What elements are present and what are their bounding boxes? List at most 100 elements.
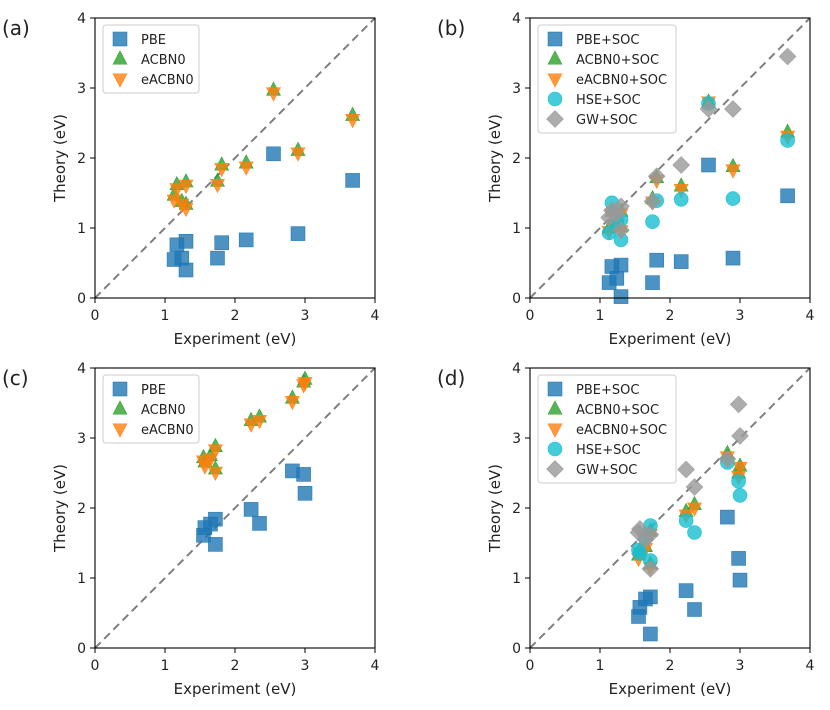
data-point bbox=[208, 511, 223, 527]
legend-box bbox=[537, 374, 677, 484]
legend-label: eACBN0 bbox=[141, 73, 194, 88]
y-tick-label: 4 bbox=[512, 361, 521, 377]
legend-marker bbox=[546, 110, 564, 128]
legend-item: GW+SOC bbox=[546, 460, 637, 478]
data-point bbox=[647, 167, 666, 186]
data-point bbox=[345, 173, 360, 188]
panel-label: (a) bbox=[2, 16, 30, 40]
data-point bbox=[731, 427, 749, 445]
data-point bbox=[612, 221, 630, 239]
legend-marker bbox=[112, 73, 128, 88]
legend-box bbox=[537, 24, 677, 134]
legend-label: PBE+SOC bbox=[576, 383, 639, 398]
legend-item: ACBN0+SOC bbox=[547, 50, 659, 68]
data-point bbox=[718, 450, 737, 468]
legend-label: ACBN0 bbox=[141, 403, 186, 418]
data-point bbox=[178, 234, 194, 249]
legend-marker bbox=[547, 441, 563, 457]
legend-label: ACBN0+SOC bbox=[576, 403, 659, 418]
data-point bbox=[687, 525, 702, 540]
x-tick-label: 3 bbox=[301, 308, 310, 324]
data-point bbox=[731, 551, 746, 566]
x-tick-label: 3 bbox=[301, 658, 310, 674]
legend-marker bbox=[112, 381, 128, 397]
legend-marker bbox=[112, 400, 128, 415]
y-tick-label: 0 bbox=[512, 291, 521, 307]
y-tick-label: 2 bbox=[77, 501, 86, 517]
data-point bbox=[778, 47, 797, 66]
data-point bbox=[613, 289, 629, 304]
legend-marker bbox=[112, 423, 128, 438]
y-tick-label: 3 bbox=[77, 431, 86, 447]
legend: PBE+SOC ACBN0+SOC eACBN0+SOC HSE+SOC GW+SOC bbox=[537, 24, 677, 134]
data-point bbox=[725, 250, 741, 266]
x-tick-label: 1 bbox=[161, 658, 170, 674]
y-tick-label: 0 bbox=[77, 291, 86, 307]
x-tick-label: 2 bbox=[231, 308, 240, 324]
panel-b: 0 1 2 3 4 0 1 2 3 4 Experiment (eV) Theory (eV) (b) P… bbox=[437, 11, 815, 348]
data-point bbox=[178, 202, 194, 218]
y-tick-label: 2 bbox=[77, 151, 86, 167]
data-point bbox=[701, 157, 716, 173]
legend-label: PBE bbox=[141, 383, 166, 398]
data-point bbox=[731, 474, 746, 489]
data-point bbox=[214, 235, 229, 250]
legend-label: HSE+SOC bbox=[576, 443, 641, 458]
data-point bbox=[207, 466, 223, 481]
y-tick-label: 2 bbox=[512, 501, 521, 517]
legend-label: PBE bbox=[141, 33, 166, 48]
y-axis-label: Theory (eV) bbox=[51, 464, 69, 553]
data-point bbox=[297, 485, 313, 501]
y-axis-label: Theory (eV) bbox=[486, 114, 504, 203]
legend: PBE ACBN0 eACBN0 bbox=[102, 374, 200, 444]
data-point bbox=[613, 257, 629, 273]
legend-marker bbox=[547, 31, 563, 47]
x-tick-label: 3 bbox=[736, 658, 745, 674]
data-point bbox=[208, 537, 223, 552]
series-eacbn0 bbox=[166, 87, 361, 218]
panel-label: (b) bbox=[437, 16, 465, 40]
series-gw-soc bbox=[629, 395, 749, 578]
legend-label: eACBN0+SOC bbox=[576, 73, 667, 88]
legend-label: ACBN0 bbox=[141, 53, 186, 68]
data-point bbox=[677, 460, 695, 479]
data-point bbox=[266, 87, 281, 102]
legend-label: HSE+SOC bbox=[576, 93, 641, 108]
legend-marker bbox=[112, 50, 128, 65]
panel-label: (d) bbox=[437, 366, 465, 390]
series-pbe bbox=[166, 146, 360, 278]
data-point bbox=[178, 179, 194, 194]
data-point bbox=[673, 192, 689, 207]
legend-item: eACBN0+SOC bbox=[547, 423, 667, 438]
y-tick-label: 3 bbox=[512, 81, 521, 97]
legend-item: eACBN0+SOC bbox=[547, 73, 667, 88]
data-point bbox=[284, 396, 300, 411]
x-tick-label: 2 bbox=[666, 658, 675, 674]
x-tick-label: 3 bbox=[736, 308, 745, 324]
data-point bbox=[609, 271, 625, 286]
x-tick-label: 0 bbox=[91, 658, 100, 674]
x-tick-label: 1 bbox=[596, 308, 605, 324]
y-tick-label: 4 bbox=[512, 11, 521, 27]
x-tick-label: 4 bbox=[371, 308, 380, 324]
legend-marker bbox=[112, 31, 128, 47]
y-axis-label: Theory (eV) bbox=[51, 114, 69, 203]
legend-label: ACBN0+SOC bbox=[576, 53, 659, 68]
data-point bbox=[780, 133, 795, 148]
x-tick-label: 1 bbox=[596, 658, 605, 674]
x-tick-label: 4 bbox=[371, 658, 380, 674]
data-point bbox=[214, 162, 230, 178]
legend-item: PBE bbox=[112, 381, 166, 398]
data-point bbox=[725, 164, 741, 179]
series-eacbn0 bbox=[196, 377, 313, 481]
diagonal-reference-line bbox=[529, 367, 811, 649]
y-tick-label: 1 bbox=[77, 221, 86, 237]
data-point bbox=[699, 100, 718, 118]
data-point bbox=[732, 488, 748, 503]
data-point bbox=[724, 100, 742, 118]
data-point bbox=[238, 161, 254, 176]
data-point bbox=[207, 444, 223, 459]
data-point bbox=[210, 250, 225, 266]
y-tick-label: 1 bbox=[512, 571, 521, 587]
x-tick-label: 4 bbox=[806, 658, 815, 674]
